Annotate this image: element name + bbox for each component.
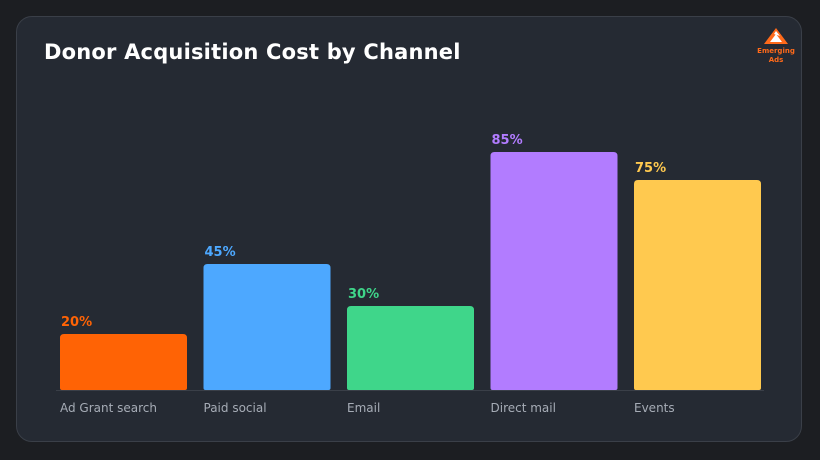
category-label-4: Events (634, 401, 675, 415)
bar-0 (60, 334, 187, 390)
value-label-3: 85% (492, 133, 523, 148)
logo-text-line1: Emerging (757, 47, 795, 55)
category-label-3: Direct mail (491, 401, 556, 415)
bar-3 (490, 152, 618, 390)
mountain-logo-icon (764, 28, 788, 44)
logo-text-line2: Ads (768, 56, 784, 64)
value-label-0: 20% (61, 315, 92, 330)
category-label-0: Ad Grant search (60, 401, 157, 415)
bar-4 (634, 180, 761, 390)
category-label-1: Paid social (204, 401, 267, 415)
value-label-1: 45% (205, 245, 236, 260)
bar-1 (203, 264, 331, 390)
value-label-4: 75% (635, 161, 666, 176)
value-label-2: 30% (348, 287, 379, 302)
category-label-2: Email (347, 401, 380, 415)
chart-title: Donor Acquisition Cost by Channel (44, 40, 461, 64)
bar-2 (347, 306, 474, 390)
brand-logo: Emerging Ads (753, 26, 799, 66)
